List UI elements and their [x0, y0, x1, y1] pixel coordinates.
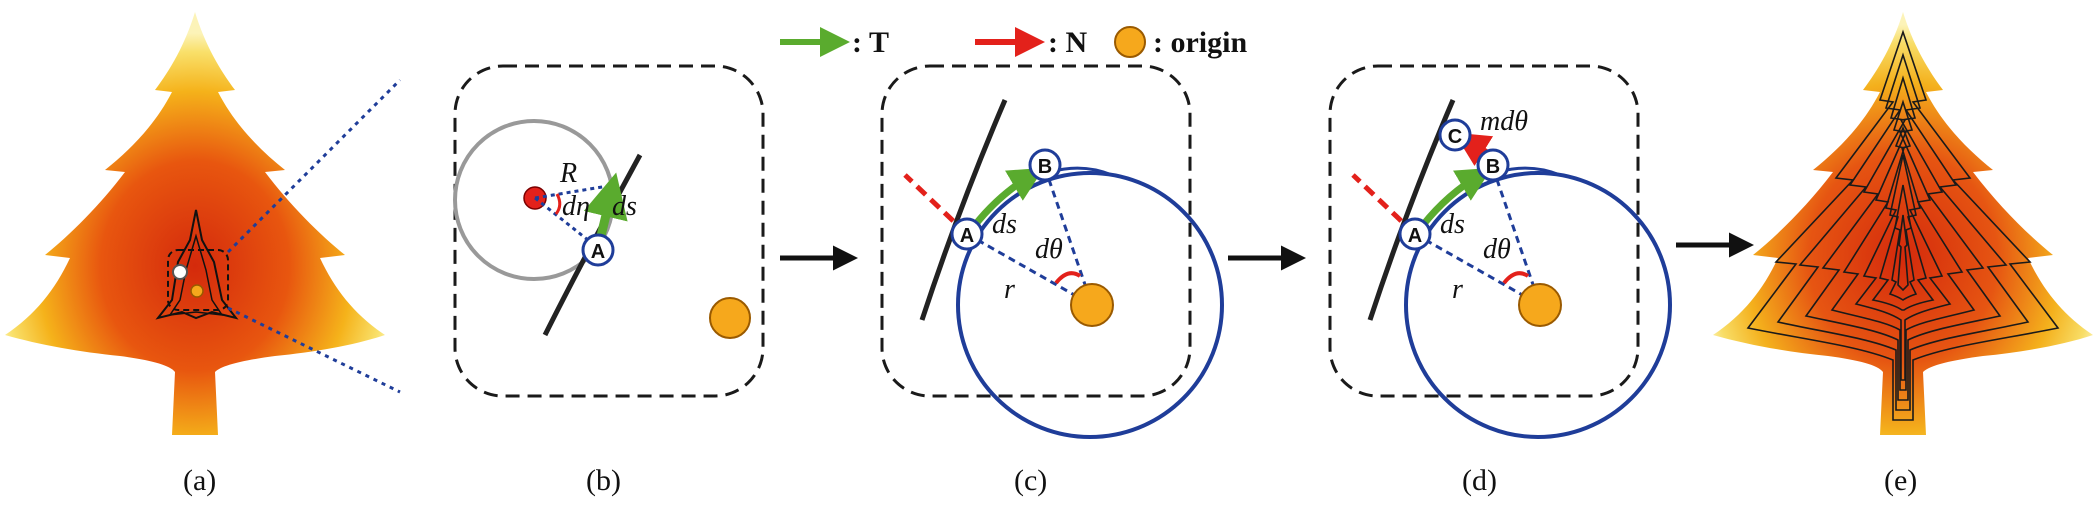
origin-d	[1518, 283, 1562, 327]
point-c-label-d: C	[1448, 126, 1462, 148]
curve-c	[919, 99, 1008, 321]
panel-a: (a)	[5, 12, 385, 497]
panel-e: (e)	[1713, 12, 2093, 497]
caption-e: (e)	[1884, 464, 1917, 497]
point-c-d	[1438, 118, 1472, 152]
caption-c: (c)	[1014, 464, 1047, 497]
tangent-arrow-d	[1420, 167, 1493, 228]
tangent-arrow-c	[972, 167, 1045, 228]
angle-arc-d	[1502, 271, 1530, 285]
panel-c: A B ds dθ r (c)	[880, 64, 1224, 497]
circle-c	[956, 171, 1224, 439]
radius-line-b-c	[1043, 167, 1094, 306]
zoom-box-a	[167, 249, 229, 311]
panel-b: A R dη ds (b)	[453, 64, 765, 497]
caption-a: (a)	[183, 464, 216, 497]
frame-d	[1328, 64, 1640, 398]
arc-label-b: ds	[612, 191, 637, 222]
radius-label-c: r	[1004, 274, 1015, 305]
point-b-c	[1028, 148, 1062, 182]
angle-label-b: dη	[562, 191, 590, 222]
point-a-label-d: A	[1408, 225, 1422, 247]
point-a-c	[950, 217, 984, 251]
arc-label-c: ds	[992, 209, 1017, 240]
origin-b	[709, 297, 751, 339]
normal-dashed-c	[903, 173, 969, 236]
circle-d	[1404, 171, 1672, 439]
point-a-b	[581, 233, 615, 267]
offset-label-d: mdθ	[1480, 106, 1528, 137]
caption-b: (b)	[586, 464, 621, 497]
inner-contour-a	[155, 209, 239, 320]
angle-label-c: dθ	[1035, 234, 1063, 265]
legend-normal-label: : N	[1048, 26, 1087, 59]
frame-c	[880, 64, 1192, 398]
sample-point-a	[172, 264, 188, 280]
caption-d: (d)	[1462, 464, 1497, 497]
point-b-label-d: B	[1486, 156, 1500, 178]
point-a-label-b: A	[591, 241, 605, 263]
tree-heatmap-e	[1713, 12, 2093, 435]
contour-lines-e	[1746, 29, 2060, 421]
point-a-d	[1398, 217, 1432, 251]
origin-c	[1070, 283, 1114, 327]
radius-line-b-d	[1491, 167, 1542, 306]
tangent-arrow-b	[583, 172, 628, 242]
arc-label-d: ds	[1440, 209, 1465, 240]
point-b-d	[1476, 148, 1510, 182]
legend: : T : N : origin	[780, 26, 1247, 59]
inner-contour-a2	[168, 233, 224, 316]
angle-arc-b	[554, 193, 562, 215]
radius-label-d: r	[1452, 274, 1463, 305]
angle-arc-c	[1054, 271, 1082, 285]
point-a-label-c: A	[960, 225, 974, 247]
origin-point-a	[190, 284, 204, 298]
normal-dashed-d	[1351, 173, 1417, 236]
panel-d: A B C mdθ ds dθ r (d)	[1328, 64, 1672, 497]
legend-origin-label: : origin	[1153, 26, 1247, 59]
angle-label-d: dθ	[1483, 234, 1511, 265]
radius-label-b: R	[559, 158, 577, 189]
legend-origin-icon	[1114, 26, 1146, 58]
point-b-label-c: B	[1038, 156, 1052, 178]
frame-b	[453, 64, 765, 398]
tree-heatmap-a	[5, 12, 385, 435]
legend-tangent-label: : T	[852, 26, 889, 59]
